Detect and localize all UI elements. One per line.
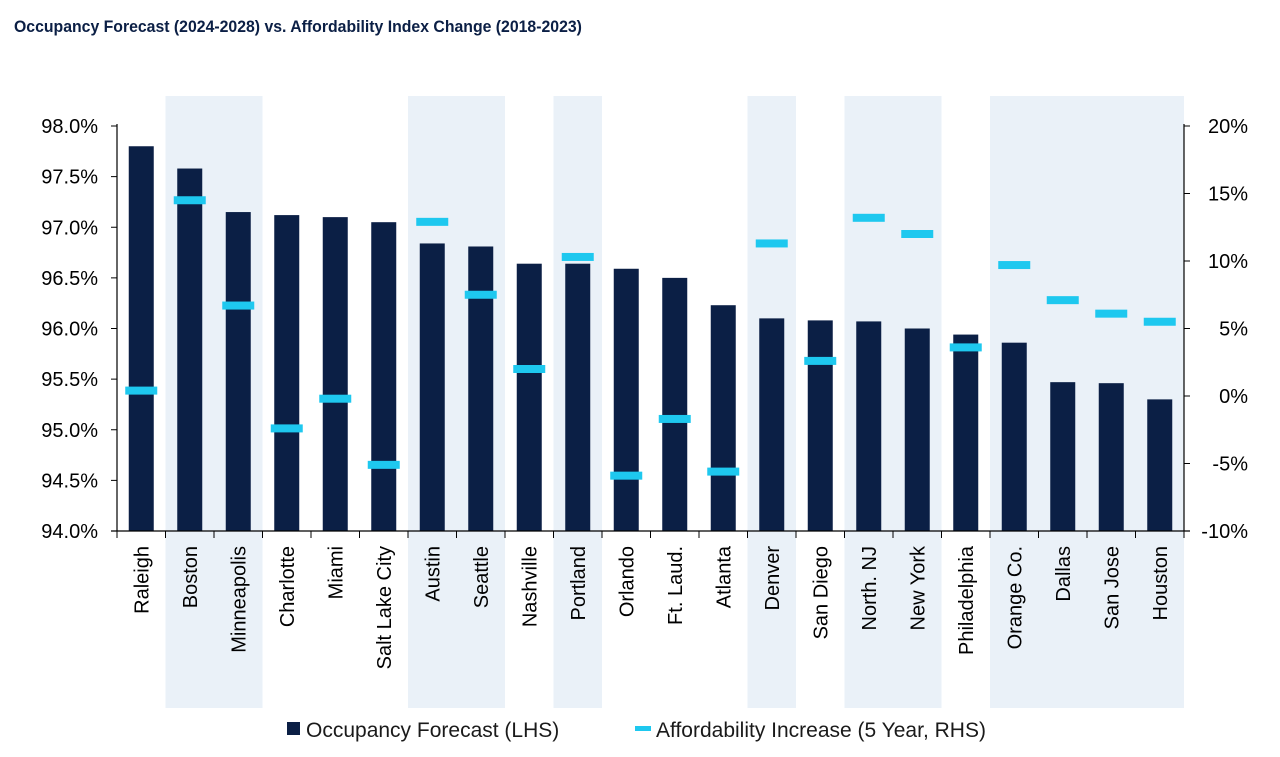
marker [1095,309,1128,318]
bar [1098,383,1124,531]
bar [565,263,591,531]
marker [949,343,982,352]
marker [1143,317,1176,326]
marker [270,424,303,433]
legend-bar-label: Occupancy Forecast (LHS) [306,719,559,742]
category-label: North. NJ [859,546,881,630]
category-label: Boston [180,546,202,608]
category-label: San Diego [810,546,832,639]
bar [1001,342,1027,531]
category-label: Ft. Laud. [665,546,687,625]
bar [1050,382,1076,531]
marker [852,213,885,222]
bar [1147,399,1173,531]
marker [125,386,158,395]
legend-marker-label: Affordability Increase (5 Year, RHS) [656,719,986,742]
marker [416,217,449,226]
category-label: Atlanta [713,545,735,608]
left-tick-label: 94.0% [41,521,98,543]
bar [225,212,251,531]
left-tick-label: 95.5% [41,369,98,391]
left-tick-label: 97.0% [41,217,98,239]
left-tick-label: 98.0% [41,116,98,138]
right-tick-label: 0% [1219,386,1248,408]
marker [513,365,546,373]
bar [613,268,639,531]
marker [1046,296,1079,305]
right-axis-ticks: -10% -5% 0% 5% 10% 15% 20% [1184,116,1248,543]
category-label: Miami [325,546,347,599]
category-labels: Raleigh Boston Minneapolis Charlotte Miami Sa… [131,545,1172,669]
category-label: Nashville [519,546,541,627]
right-tick-label: 20% [1208,116,1248,138]
marker [755,239,788,248]
left-tick-label: 96.5% [41,268,98,290]
bar [759,318,785,531]
category-label: San Jose [1101,546,1123,629]
right-tick-label: 5% [1219,319,1248,341]
category-label: Minneapolis [228,546,250,653]
right-tick-label: -10% [1201,521,1248,543]
category-label: Dallas [1053,546,1075,602]
left-tick-label: 95.0% [41,420,98,442]
category-label: Orange Co. [1004,546,1026,649]
right-tick-label: 15% [1208,184,1248,206]
bar [953,334,979,531]
category-label: Portland [568,546,590,621]
chart-title: Occupancy Forecast (2024-2028) vs. Affor… [14,17,582,36]
marker [804,356,837,365]
marker [658,414,691,423]
marker [319,394,352,403]
bar [177,168,203,531]
marker [464,290,497,299]
category-label: New York [907,545,929,630]
marker [610,471,643,480]
occupancy-bars [128,146,1173,532]
bar [419,243,445,531]
category-label: Denver [762,546,784,611]
legend-bar-swatch [287,722,300,735]
marker [561,252,594,261]
bar [807,320,833,531]
legend-marker-swatch [635,726,651,731]
marker [707,467,740,476]
right-tick-label: -5% [1212,454,1248,476]
category-label: Orlando [616,546,638,617]
category-label: Salt Lake City [374,546,396,669]
category-label: Raleigh [131,546,153,614]
bar [710,305,736,531]
marker [901,230,934,238]
left-tick-label: 94.5% [41,470,98,492]
bar [274,215,300,531]
left-tick-label: 97.5% [41,167,98,189]
right-tick-label: 10% [1208,251,1248,273]
marker [173,196,206,205]
bar [662,277,688,531]
category-label: Houston [1150,546,1172,621]
bar [516,263,542,531]
category-label: Austin [422,546,444,602]
marker [222,301,255,310]
bar [856,321,882,531]
category-label: Philadelphia [956,545,978,655]
affordability-markers [125,196,1176,480]
left-tick-label: 96.0% [41,319,98,341]
bar [904,328,930,531]
bar [322,217,348,531]
category-label: Seattle [471,546,493,608]
category-label: Charlotte [277,546,299,627]
marker [367,460,400,469]
bar [468,246,494,532]
marker [998,261,1031,270]
left-axis-ticks: 94.0% 94.5% 95.0% 95.5% 96.0% 96.5% 97.0% 97.5%… [41,116,117,543]
legend: Occupancy Forecast (LHS) Affordability I… [287,719,986,742]
bar [128,146,154,531]
bar [371,222,397,531]
